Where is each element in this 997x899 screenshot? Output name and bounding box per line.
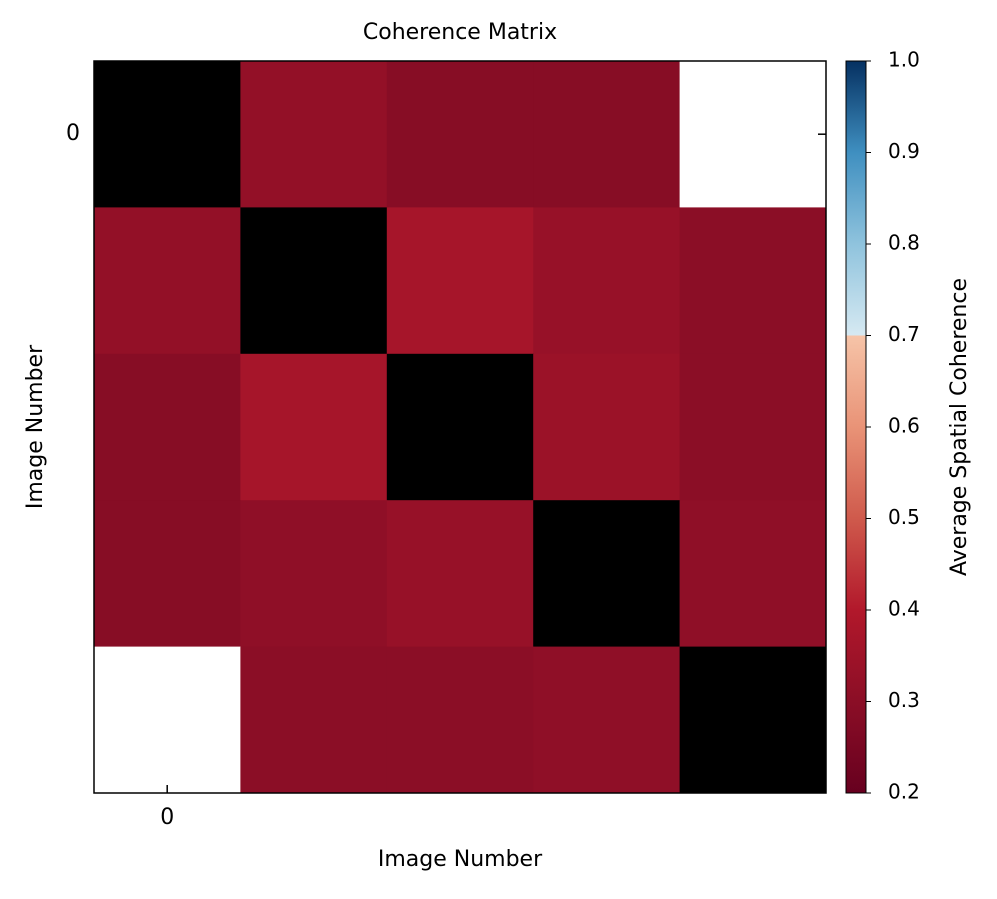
- empty-cell: [679, 61, 827, 208]
- colorbar-tick-label: 0.2: [888, 780, 920, 804]
- chart-title: Coherence Matrix: [363, 20, 557, 45]
- cell: [679, 353, 827, 501]
- colorbar-tick-label: 0.4: [888, 597, 920, 621]
- colorbar-tick-label: 1.0: [888, 48, 920, 72]
- diagonal-cell: [679, 646, 827, 794]
- cell: [679, 207, 827, 355]
- diagonal-cell: [240, 207, 388, 355]
- colorbar-tick-label: 0.9: [888, 139, 920, 163]
- cell: [94, 353, 241, 501]
- diagonal-cell: [386, 353, 534, 501]
- colorbar-tick-label: 0.3: [888, 688, 920, 712]
- colorbar-tick-label: 0.8: [888, 231, 920, 255]
- empty-cell: [94, 646, 241, 794]
- diagonal-cell: [533, 500, 681, 648]
- colorbar-tick-label: 0.6: [888, 414, 920, 438]
- cell: [240, 646, 388, 794]
- x-tick-label: 0: [160, 805, 174, 830]
- cell: [533, 61, 681, 208]
- colorbar-tick-label: 0.5: [888, 505, 920, 529]
- cell: [386, 61, 534, 208]
- cell: [386, 207, 534, 355]
- y-tick-label: 0: [66, 121, 80, 146]
- diagonal-cell: [94, 61, 241, 208]
- colorbar: [845, 60, 867, 794]
- cell: [386, 646, 534, 794]
- cell: [533, 207, 681, 355]
- cell: [533, 353, 681, 501]
- cell: [94, 500, 241, 648]
- cell: [386, 500, 534, 648]
- cell: [240, 353, 388, 501]
- cell: [533, 646, 681, 794]
- cell: [679, 500, 827, 648]
- cell: [240, 500, 388, 648]
- y-axis-label: Image Number: [23, 344, 48, 509]
- plot-frame: [93, 60, 827, 794]
- cell: [240, 61, 388, 208]
- x-axis-label: Image Number: [378, 847, 543, 872]
- cell: [94, 207, 241, 355]
- colorbar-tick-label: 0.7: [888, 322, 920, 346]
- colorbar-label: Average Spatial Coherence: [947, 278, 972, 576]
